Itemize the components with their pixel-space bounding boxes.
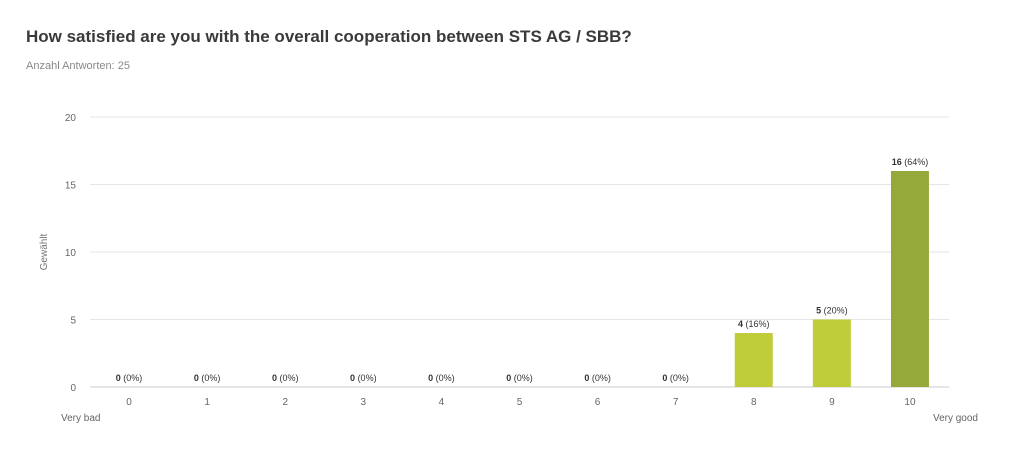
data-label: 16 (64%) xyxy=(892,157,929,167)
x-tick-label: 8 xyxy=(751,397,757,408)
data-label-count: 0 xyxy=(194,373,199,383)
y-tick-label: 5 xyxy=(70,316,76,327)
data-label: 0 (0%) xyxy=(116,373,143,383)
x-tick-label: 4 xyxy=(439,397,445,408)
x-tick-label: 6 xyxy=(595,397,601,408)
data-label-count: 0 xyxy=(506,373,511,383)
x-tick-label: 7 xyxy=(673,397,679,408)
bar xyxy=(812,319,851,387)
data-label: 0 (0%) xyxy=(584,373,611,383)
data-label-count: 0 xyxy=(350,373,355,383)
data-label-count: 16 xyxy=(892,157,902,167)
y-axis-label: Gewählt xyxy=(39,233,50,270)
data-label: 4 (16%) xyxy=(738,319,770,329)
data-label-count: 0 xyxy=(428,373,433,383)
data-label-count: 4 xyxy=(738,319,743,329)
data-label-count: 0 xyxy=(584,373,589,383)
x-tick-label: 1 xyxy=(204,397,210,408)
data-label-percent: (64%) xyxy=(902,157,929,167)
scale-high-label: Very good xyxy=(933,413,978,424)
answer-count: Anzahl Antworten: 25 xyxy=(26,60,130,72)
x-tick-label: 3 xyxy=(361,397,367,408)
data-label-percent: (16%) xyxy=(743,319,770,329)
data-label-count: 5 xyxy=(816,306,821,316)
data-label-percent: (0%) xyxy=(121,373,143,383)
data-label-percent: (0%) xyxy=(277,373,299,383)
y-tick-label: 10 xyxy=(65,248,77,259)
data-label: 0 (0%) xyxy=(194,373,221,383)
y-tick-label: 20 xyxy=(65,113,77,124)
y-tick-label: 15 xyxy=(65,181,77,192)
page-title: How satisfied are you with the overall c… xyxy=(26,27,632,46)
data-label-percent: (20%) xyxy=(821,306,848,316)
data-label: 0 (0%) xyxy=(506,373,533,383)
bar xyxy=(734,333,773,387)
y-tick-label: 0 xyxy=(70,383,76,394)
data-label-percent: (0%) xyxy=(433,373,455,383)
bar xyxy=(890,171,929,387)
scale-low-label: Very bad xyxy=(61,413,100,424)
data-label: 0 (0%) xyxy=(662,373,689,383)
x-tick-label: 5 xyxy=(517,397,523,408)
data-label-count: 0 xyxy=(662,373,667,383)
x-tick-label: 10 xyxy=(904,397,916,408)
data-label: 0 (0%) xyxy=(350,373,377,383)
data-label-count: 0 xyxy=(116,373,121,383)
data-label-percent: (0%) xyxy=(667,373,689,383)
data-label-count: 0 xyxy=(272,373,277,383)
data-label-percent: (0%) xyxy=(589,373,611,383)
data-label-percent: (0%) xyxy=(511,373,533,383)
x-tick-label: 0 xyxy=(126,397,132,408)
data-label-percent: (0%) xyxy=(199,373,221,383)
data-label: 5 (20%) xyxy=(816,306,848,316)
data-label-percent: (0%) xyxy=(355,373,377,383)
x-tick-label: 9 xyxy=(829,397,835,408)
data-label: 0 (0%) xyxy=(428,373,455,383)
data-label: 0 (0%) xyxy=(272,373,299,383)
x-tick-label: 2 xyxy=(282,397,288,408)
